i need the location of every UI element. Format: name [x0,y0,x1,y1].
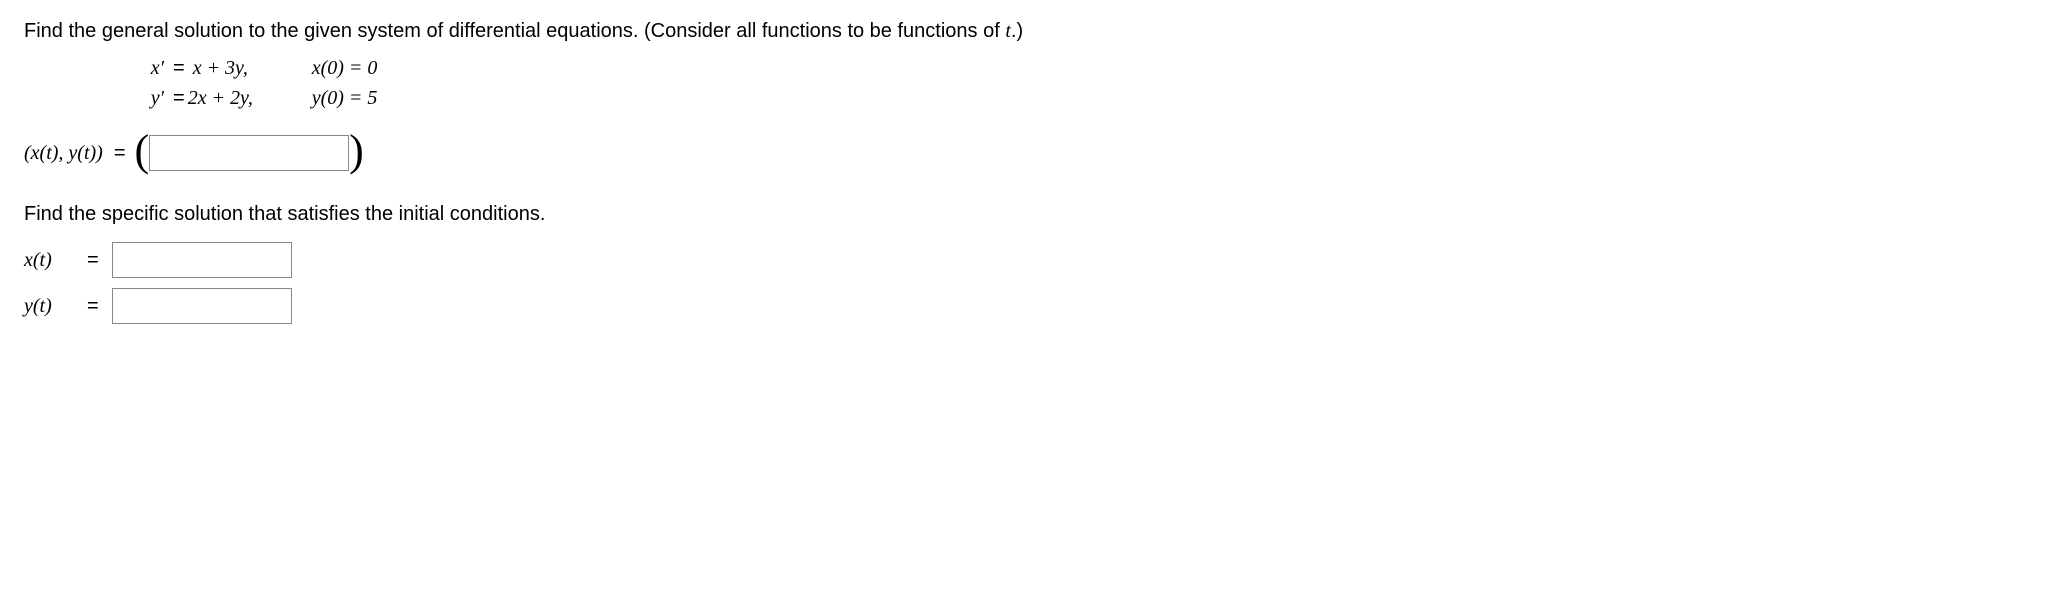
part1-prompt-suffix: .) [1011,20,1023,42]
specific-x-row: x(t) = [24,242,2022,278]
general-solution-row: (x(t), y(t)) = ( ) [24,131,2022,175]
specific-y-label: y(t) [24,293,84,320]
paren-close: ) [349,129,364,173]
eq2-equals: = [170,85,188,112]
eq2-ic: y(0) = 5 [298,85,442,112]
eq1-rhs: x + 3y, [188,55,298,82]
specific-x-equals: = [84,247,102,274]
eq1-ic: x(0) = 0 [298,55,442,82]
eq1-equals: = [170,55,188,82]
specific-x-input[interactable] [112,242,292,278]
specific-y-input[interactable] [112,288,292,324]
eq2-lhs: y′ [114,85,170,112]
equation-row-1: x′ = x + 3y, x(0) = 0 [114,55,2022,85]
specific-y-equals: = [84,293,102,320]
part2-prompt: Find the specific solution that satisfie… [24,201,2022,228]
equation-row-2: y′ = 2x + 2y, y(0) = 5 [114,85,2022,115]
specific-x-label: x(t) [24,247,84,274]
eq2-rhs: 2x + 2y, [188,85,298,112]
general-solution-label: (x(t), y(t)) [24,140,111,167]
part1-prompt-prefix: Find the general solution to the given s… [24,20,1005,42]
part1-prompt: Find the general solution to the given s… [24,18,2022,45]
eq1-lhs: x′ [114,55,170,82]
general-solution-equals: = [111,140,129,167]
equation-system: x′ = x + 3y, x(0) = 0 y′ = 2x + 2y, y(0)… [114,55,2022,115]
general-solution-input[interactable] [149,135,349,171]
specific-y-row: y(t) = [24,288,2022,324]
paren-open: ( [135,129,150,173]
